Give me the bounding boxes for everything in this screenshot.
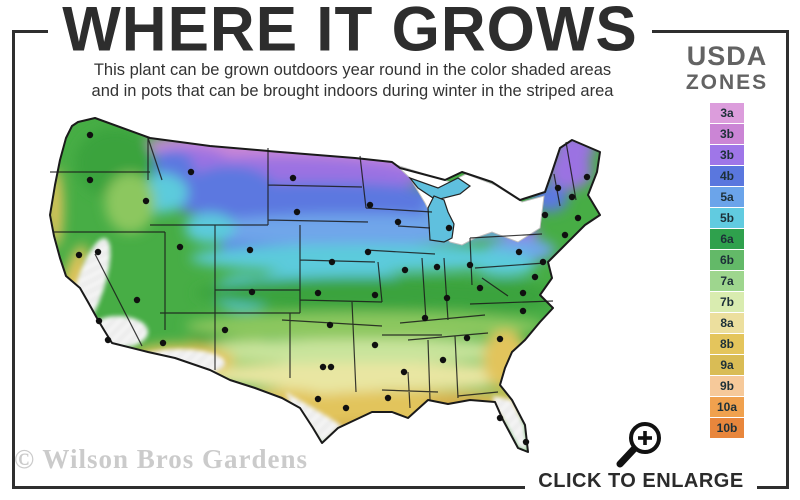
city-dot [187,168,195,176]
city-dot [463,334,471,342]
subtitle: This plant can be grown outdoors year ro… [30,60,675,102]
city-dot [366,201,374,209]
zoom-in-icon[interactable] [605,412,669,475]
city-dot [86,176,94,184]
city-dot [568,193,576,201]
click-to-enlarge-label[interactable]: CLICK TO ENLARGE [525,470,757,493]
city-dot [574,214,582,222]
city-dot [384,394,392,402]
city-dot [95,317,103,325]
city-dot [371,291,379,299]
legend-zone-row: 4b [710,166,744,186]
legend-zone-row: 3b [710,145,744,165]
city-dot [496,335,504,343]
city-dot [221,326,229,334]
city-dot [539,258,547,266]
michigan-upper-peninsula [408,176,472,201]
city-dot [443,294,451,302]
city-dot [400,368,408,376]
usda-zones-legend: USDA ZONES 3a 3b 3b 4b 5a 5b 6a 6b 7a 7b 8a 8b 9a 9b 1… [672,42,782,439]
city-dot [289,174,297,182]
watermark: © Wilson Bros Gardens [14,444,308,474]
city-dots [75,131,591,446]
legend-zone-row: 5a [710,187,744,207]
city-dot [496,414,504,422]
usda-zone-map[interactable] [30,108,675,485]
city-dot [364,248,372,256]
state-borders [50,137,577,409]
legend-zone-row: 5b [710,208,744,228]
city-dot [314,395,322,403]
city-dot [86,131,94,139]
city-dot [519,307,527,315]
city-dot [159,339,167,347]
city-dot [104,336,112,344]
city-dot [394,218,402,226]
page-title-text: WHERE IT GROWS [48,0,652,66]
city-dot [445,224,453,232]
legend-zone-row: 7a [710,271,744,291]
subtitle-line-2: and in pots that can be brought indoors … [91,82,614,100]
legend-title-zones: ZONES [685,71,769,94]
legend-zone-row: 10a [710,397,744,417]
city-dot [561,231,569,239]
city-dot [248,288,256,296]
city-dot [401,266,409,274]
city-dot [433,263,441,271]
legend-zone-row: 10b [710,418,744,438]
legend-zone-row: 9a [710,355,744,375]
city-dot [176,243,184,251]
city-dot [319,363,327,371]
city-dot [519,289,527,297]
city-dot [246,246,254,254]
city-dot [328,258,336,266]
city-dot [583,173,591,181]
city-dot [439,356,447,364]
city-dot [515,248,523,256]
city-dot [133,296,141,304]
city-dot [326,321,334,329]
city-dot [421,314,429,322]
city-dot [531,273,539,281]
legend-zone-row: 7b [710,292,744,312]
city-dot [522,438,530,446]
legend-zone-row: 3b [710,124,744,144]
city-dot [466,261,474,269]
city-dot [342,404,350,412]
zone-shading [50,118,600,452]
legend-rows: 3a 3b 3b 4b 5a 5b 6a 6b 7a 7b 8a 8b 9a 9b 10a 10b [672,103,782,438]
legend-zone-row: 9b [710,376,744,396]
legend-zone-row: 3a [710,103,744,123]
city-dot [371,341,379,349]
legend-zone-row: 6a [710,229,744,249]
subtitle-line-1: This plant can be grown outdoors year ro… [93,61,612,79]
city-dot [541,211,549,219]
legend-zone-row: 8a [710,313,744,333]
page-title: WHERE IT GROWS [12,0,688,66]
legend-title-usda: USDA [686,41,768,71]
city-dot [142,197,150,205]
legend-zone-row: 8b [710,334,744,354]
city-dot [476,284,484,292]
city-dot [293,208,301,216]
city-dot [75,251,83,259]
city-dot [94,248,102,256]
city-dot [554,184,562,192]
city-dot [327,363,335,371]
usa-map-svg [49,117,601,453]
city-dot [314,289,322,297]
legend-zone-row: 6b [710,250,744,270]
